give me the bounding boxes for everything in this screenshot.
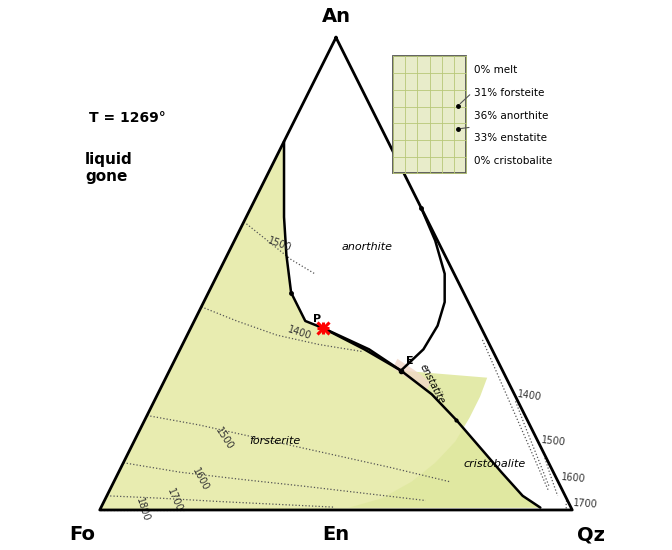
Text: An: An [321, 7, 351, 25]
Bar [393, 57, 466, 173]
Text: 1800: 1800 [134, 497, 151, 523]
Text: 1400: 1400 [287, 324, 313, 341]
Text: Qz: Qz [577, 525, 605, 544]
Text: 31% forsteite: 31% forsteite [474, 88, 545, 98]
Text: Fo: Fo [69, 525, 95, 544]
Text: 1400: 1400 [517, 389, 543, 403]
Text: forsterite: forsterite [249, 436, 300, 446]
Text: 1700: 1700 [573, 498, 598, 510]
Polygon shape [392, 359, 431, 389]
Text: 1500: 1500 [541, 435, 566, 447]
Text: 1500: 1500 [266, 236, 293, 254]
Text: En: En [323, 525, 349, 544]
Text: T = 1269°: T = 1269° [89, 111, 165, 125]
Text: 1600: 1600 [561, 471, 587, 483]
Text: 0% cristobalite: 0% cristobalite [474, 156, 553, 166]
Text: enstatite: enstatite [418, 362, 447, 405]
Text: anorthite: anorthite [341, 242, 392, 252]
Text: cristobalite: cristobalite [463, 459, 526, 470]
Text: liquid
gone: liquid gone [85, 152, 133, 184]
Text: 0% melt: 0% melt [474, 65, 517, 75]
Text: 33% enstatite: 33% enstatite [474, 134, 548, 144]
Polygon shape [99, 37, 540, 510]
Text: P: P [313, 314, 321, 323]
Text: 1700: 1700 [165, 487, 183, 514]
Polygon shape [323, 328, 540, 508]
Text: 1500: 1500 [213, 426, 235, 452]
Text: E: E [407, 356, 414, 366]
Text: 36% anorthite: 36% anorthite [474, 111, 549, 120]
Text: 1600: 1600 [190, 466, 210, 492]
